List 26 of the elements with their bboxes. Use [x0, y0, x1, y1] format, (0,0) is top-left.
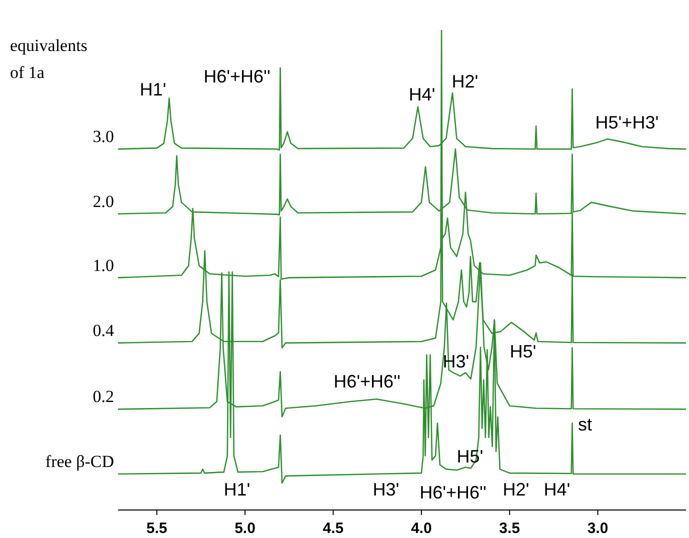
annotation: H2'	[502, 480, 530, 500]
x-tick-label: 4.5	[322, 520, 344, 537]
annotation: H5'	[510, 342, 536, 362]
series-label: 3.0	[92, 127, 114, 148]
annotation: H6'+H6''	[204, 66, 270, 88]
series-label: 0.2	[92, 387, 114, 408]
annotation: H1'	[140, 80, 166, 100]
x-tick-label: 5.5	[146, 520, 168, 537]
annotation: H4'	[544, 480, 570, 500]
series-label: 1.0	[92, 256, 114, 276]
x-tick-label: 3.0	[587, 520, 608, 537]
annotation: H3'	[372, 480, 400, 500]
annotation: H2'	[452, 72, 478, 92]
annotation: H6'+H6''	[420, 482, 486, 504]
annotation: H6'+H6''	[334, 372, 400, 392]
x-tick-label: 4.0	[410, 520, 432, 537]
annotation: H5'+H3'	[595, 112, 659, 134]
legend-title: equivalents of 1a	[10, 35, 88, 84]
series-label: 2.0	[92, 192, 114, 212]
annotation: H4'	[408, 84, 436, 106]
x-tick-label: 5.0	[234, 520, 256, 537]
annotation: st	[578, 414, 592, 436]
series-label: 0.4	[92, 320, 114, 341]
annotation: H1'	[224, 480, 250, 500]
x-tick-label: 3.5	[499, 520, 520, 537]
series-label: free β-CD	[45, 452, 114, 472]
